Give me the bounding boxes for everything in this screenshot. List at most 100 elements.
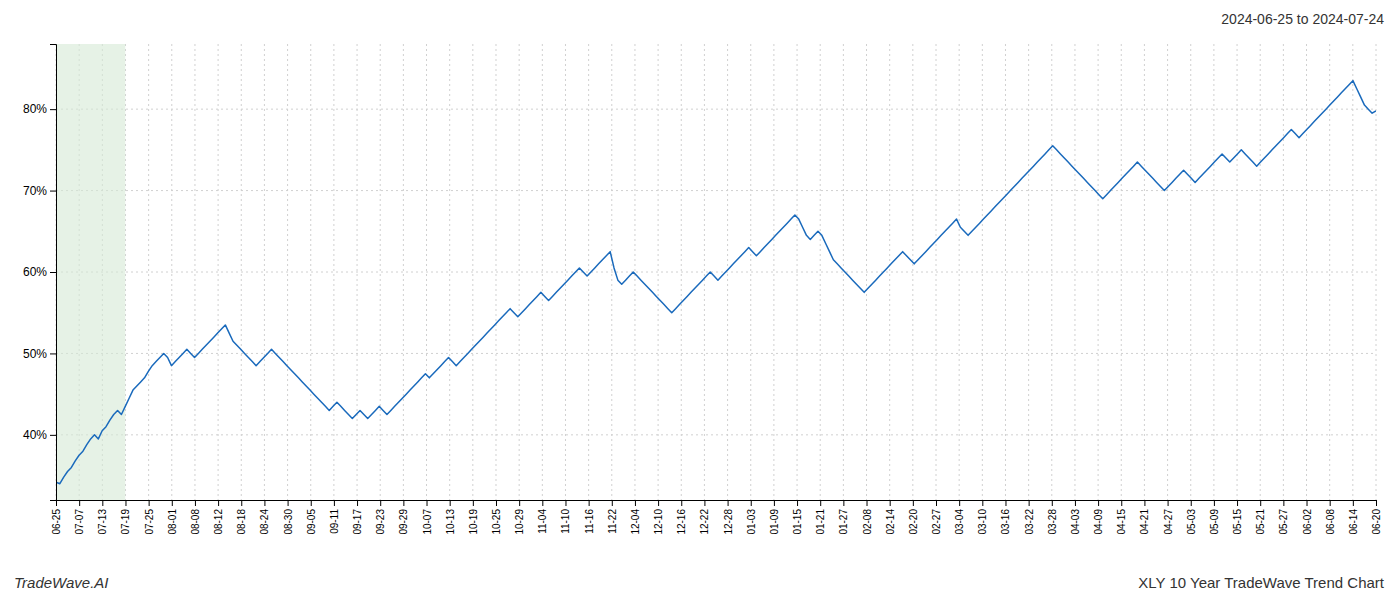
grid-line — [959, 44, 960, 500]
x-tick-mark — [1098, 500, 1099, 506]
x-tick-label: 11-16 — [584, 509, 595, 534]
x-tick-label: 04-27 — [1163, 509, 1174, 535]
x-tick-label: 06-25 — [51, 509, 62, 535]
chart-svg: 40%50%60%70%80%06-2507-0707-1307-1907-25… — [0, 0, 1400, 600]
x-tick: 01-27 — [838, 500, 849, 535]
grid-line — [1283, 44, 1284, 500]
x-tick: 09-29 — [398, 500, 409, 535]
grid-line — [727, 44, 728, 500]
x-tick: 04-15 — [1116, 500, 1127, 535]
x-tick: 12-28 — [723, 500, 734, 535]
x-tick-mark — [1075, 500, 1076, 506]
marks — [56, 44, 1376, 500]
x-tick: 08-18 — [236, 500, 247, 535]
x-tick-label: 09-11 — [329, 509, 340, 534]
x-tick: 10-19 — [468, 500, 479, 535]
grid-line — [565, 44, 566, 500]
x-tick-mark — [1191, 500, 1192, 506]
x-tick: 08-12 — [213, 500, 224, 535]
x-tick: 06-08 — [1325, 500, 1336, 535]
y-tick: 40% — [23, 428, 56, 442]
x-tick-mark — [79, 500, 80, 506]
title: 2024-06-25 to 2024-07-24 — [1221, 11, 1384, 27]
grid — [56, 44, 1376, 500]
x-tick-mark — [1005, 500, 1006, 506]
x-tick: 06-20 — [1371, 500, 1382, 535]
x-tick-mark — [774, 500, 775, 506]
y-tick-label: 80% — [23, 102, 47, 116]
x-tick-mark — [635, 500, 636, 506]
x-tick: 11-16 — [584, 500, 595, 534]
y-tick-mark — [50, 191, 56, 192]
x-tick-label: 03-10 — [977, 509, 988, 535]
x-tick-mark — [542, 500, 543, 506]
x-tick: 07-25 — [144, 500, 155, 535]
grid-line — [773, 44, 774, 500]
grid-line — [1329, 44, 1330, 500]
x-tick-label: 07-25 — [144, 509, 155, 535]
x-tick-label: 07-19 — [120, 509, 131, 535]
y-tick-label: 60% — [23, 265, 47, 279]
x-tick-label: 04-09 — [1093, 509, 1104, 535]
x-tick: 05-03 — [1186, 500, 1197, 535]
x-tick: 01-09 — [769, 500, 780, 535]
x-tick-mark — [1029, 500, 1030, 506]
x-tick-mark — [751, 500, 752, 506]
x-tick-label: 11-04 — [537, 509, 548, 534]
x-tick-label: 10-07 — [422, 509, 433, 535]
grid-line — [542, 44, 543, 500]
x-tick: 11-10 — [560, 500, 571, 534]
x-tick-mark — [820, 500, 821, 506]
x-tick-mark — [1214, 500, 1215, 506]
x-tick-mark — [1144, 500, 1145, 506]
grid-line — [403, 44, 404, 500]
x-tick: 05-09 — [1209, 500, 1220, 535]
x-tick: 07-19 — [120, 500, 131, 535]
x-tick-mark — [1353, 500, 1354, 506]
grid-line — [611, 44, 612, 500]
highlight-region — [56, 44, 125, 500]
grid-line — [56, 190, 1376, 191]
y-tick: 50% — [23, 347, 56, 361]
grid-line — [588, 44, 589, 500]
grid-line — [1144, 44, 1145, 500]
x-tick-mark — [589, 500, 590, 506]
x-tick-label: 10-25 — [491, 509, 502, 535]
x-tick: 08-24 — [259, 500, 270, 535]
x-tick: 09-05 — [306, 500, 317, 535]
x-tick-label: 03-16 — [1000, 509, 1011, 535]
x-tick: 03-04 — [954, 500, 965, 535]
x-tick-label: 07-07 — [74, 509, 85, 535]
x-tick-label: 02-14 — [885, 509, 896, 535]
x-tick-mark — [56, 500, 57, 506]
x-tick-mark — [334, 500, 335, 506]
y-tick-label: 50% — [23, 347, 47, 361]
trend-line — [56, 81, 1376, 484]
x-tick-mark — [843, 500, 844, 506]
x-tick: 05-27 — [1278, 500, 1289, 535]
x-tick-label: 04-21 — [1139, 509, 1150, 535]
y-tick-mark — [50, 109, 56, 110]
x-tick: 07-13 — [97, 500, 108, 535]
grid-line — [797, 44, 798, 500]
x-tick: 01-15 — [792, 500, 803, 535]
x-tick-label: 12-04 — [630, 509, 641, 535]
grid-line — [449, 44, 450, 500]
x-tick: 01-03 — [746, 500, 757, 535]
x-tick: 12-16 — [676, 500, 687, 535]
x-axis: 06-2507-0707-1307-1907-2508-0108-0808-12… — [51, 500, 1382, 535]
x-tick: 08-01 — [167, 500, 178, 535]
x-tick-label: 12-28 — [723, 509, 734, 535]
x-tick-label: 08-12 — [213, 509, 224, 535]
x-tick-label: 03-28 — [1047, 509, 1058, 535]
x-tick-mark — [241, 500, 242, 506]
grid-line — [866, 44, 867, 500]
grid-line — [750, 44, 751, 500]
grid-line — [1190, 44, 1191, 500]
grid-line — [194, 44, 195, 500]
x-tick-mark — [218, 500, 219, 506]
x-tick-mark — [195, 500, 196, 506]
x-tick-label: 08-30 — [283, 509, 294, 535]
x-tick-label: 01-15 — [792, 509, 803, 535]
y-tick-label: 40% — [23, 428, 47, 442]
